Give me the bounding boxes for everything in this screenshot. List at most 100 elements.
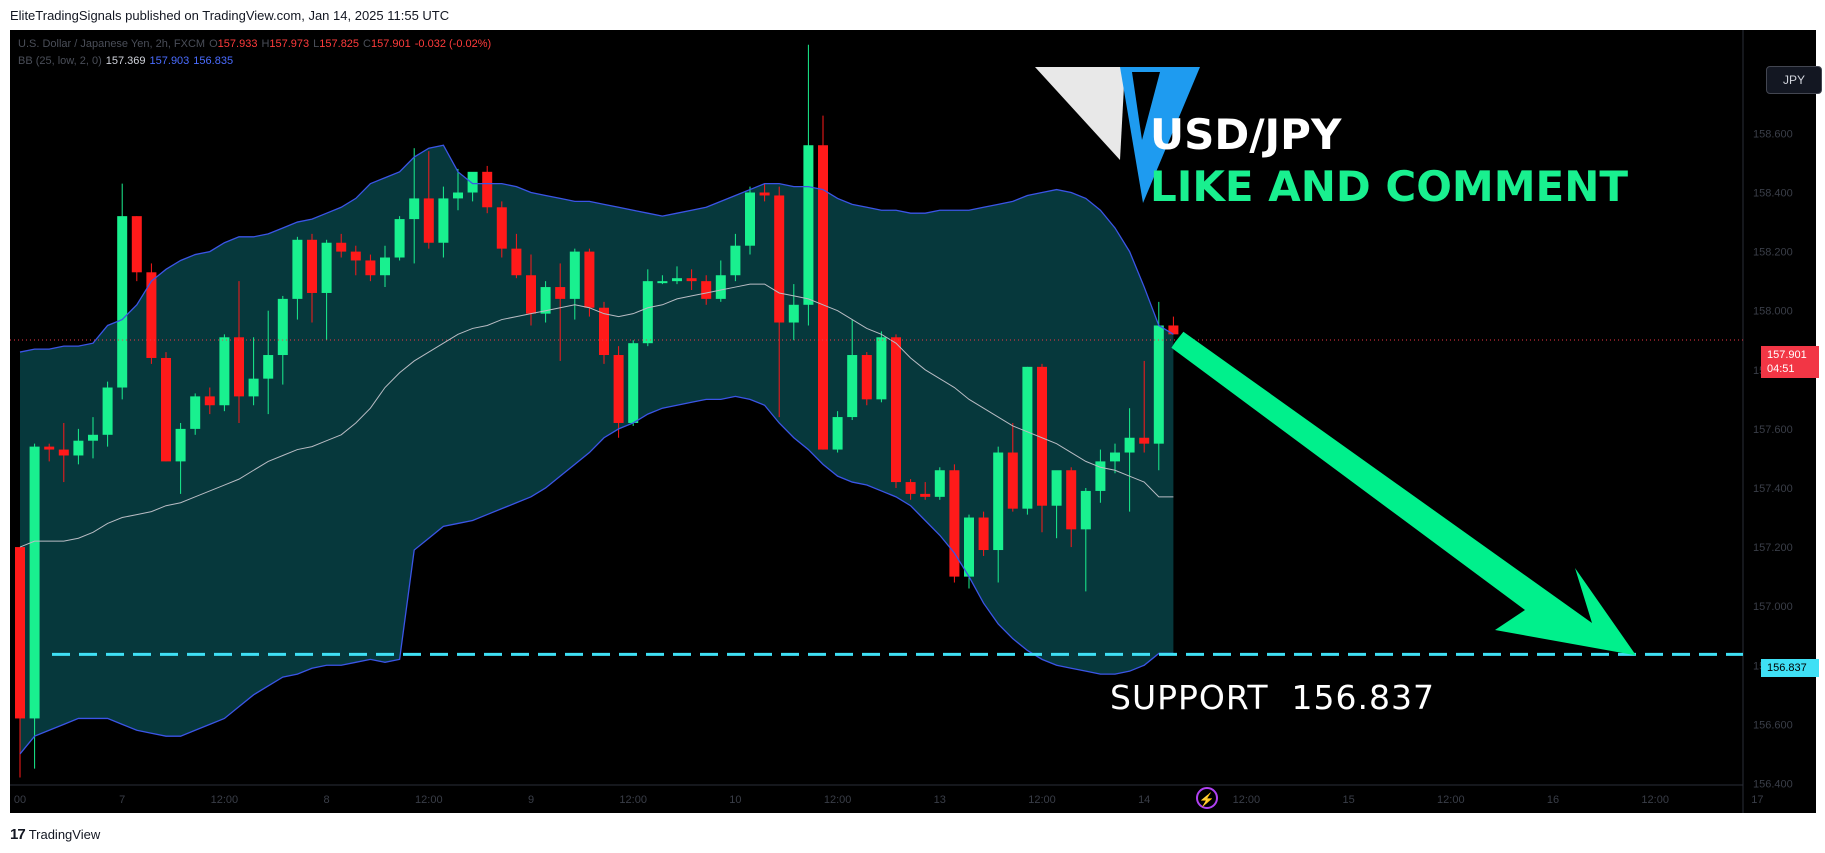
price-tick-label: 158.400 [1753,188,1793,200]
candle [1168,316,1179,335]
candle-body [701,281,712,299]
tradingview-logo-icon: 17 [10,826,26,843]
candle [350,245,361,276]
candle [1007,422,1018,512]
candle-body [29,446,40,719]
bollinger-upper-line [19,144,1174,353]
candle-body [102,387,113,435]
bar-countdown: 04:51 [1767,363,1795,375]
time-tick-label: 12:00 [1641,794,1669,806]
candle-body [277,298,288,356]
candle-body [1007,452,1018,509]
candle-body [292,239,303,299]
candle [584,248,595,317]
candle-body [788,304,799,323]
legend-bb-lower: 156.835 [193,55,234,67]
candle-body [613,355,624,423]
candle [759,183,770,202]
logo-white-wedge [1035,67,1125,160]
candle-body [803,145,814,305]
candle [730,233,741,282]
candle [569,248,580,320]
candle-body [1095,461,1106,491]
candle-body [88,434,98,441]
candle-body [175,428,186,462]
currency-button[interactable]: JPY [1766,66,1822,94]
bollinger-basis-line [19,283,1174,548]
legend-open-label: O [209,38,218,50]
candle [1051,470,1062,539]
candle-body [161,357,171,462]
candle-body [569,251,580,299]
candle-body [511,248,522,276]
legend-high-label: H [261,38,270,50]
candle-body [730,245,741,276]
candle [686,269,697,291]
candle-body [204,396,215,406]
candle [657,275,668,285]
candle [15,547,25,778]
candle [248,337,259,406]
candle [715,260,726,302]
time-tick-label: 9 [528,794,534,806]
legend-change: -0.032 (-0.02%) [414,38,492,50]
legend-bb-basis: 157.369 [105,55,146,67]
lightning-icon[interactable]: ⚡ [1196,787,1218,809]
time-tick-label: 14 [1138,794,1150,806]
candle [365,254,376,282]
candle-body [1066,470,1077,530]
candle [175,422,186,494]
candle-body [394,219,405,258]
candle-body [861,355,872,400]
candle-body [73,440,84,456]
legend-low: 157.825 [319,38,360,50]
candle [482,165,493,214]
candle-body [905,482,916,494]
bollinger-band-fill [20,145,1174,754]
candle-body [657,281,668,284]
candle [1110,443,1120,474]
time-tick-label: 7 [119,794,125,806]
candle [672,266,682,285]
candle [599,301,609,364]
time-tick-label: 10 [729,794,741,806]
candle [949,464,960,583]
candle [511,233,522,279]
candle [453,168,463,211]
price-tick-label: 158.200 [1753,247,1793,259]
chart-frame[interactable]: 158.600158.400158.200158.000157.800157.6… [10,30,1822,813]
candle-body [540,287,551,314]
candle-body [234,337,244,397]
candle-body [832,417,843,450]
last-price-tag: 157.901 04:51 [1761,346,1819,378]
candle-body [350,251,361,261]
candle [190,393,201,435]
last-price-value: 157.901 [1767,349,1807,361]
candle-body [321,242,332,293]
candle-body [920,493,931,497]
candle-body [1110,452,1120,462]
candle-body [190,396,201,429]
candle-body [818,145,828,450]
legend-ohlc: U.S. Dollar / Japanese Yen, 2h, FXCM O157… [18,38,495,50]
candle [934,467,945,500]
candle-body [365,260,376,276]
candle [920,482,931,500]
price-chart[interactable]: 158.600158.400158.200158.000157.800157.6… [10,30,1816,813]
price-tick-label: 157.600 [1753,424,1793,436]
candle-body [423,198,434,243]
candle-body [686,278,697,282]
price-tick-label: 158.600 [1753,128,1793,140]
candle-body [438,198,449,243]
candle [1139,360,1150,453]
candle-body [482,171,493,208]
candle-body [307,239,317,293]
candle-body [131,216,142,273]
candle-body [847,355,858,418]
time-tick-label: 12:00 [415,794,443,806]
time-tick-label: 15 [1342,794,1354,806]
candle [321,239,332,341]
candle-body [146,272,157,358]
price-tick-label: 157.400 [1753,483,1793,495]
time-tick-label: 17 [1751,794,1763,806]
